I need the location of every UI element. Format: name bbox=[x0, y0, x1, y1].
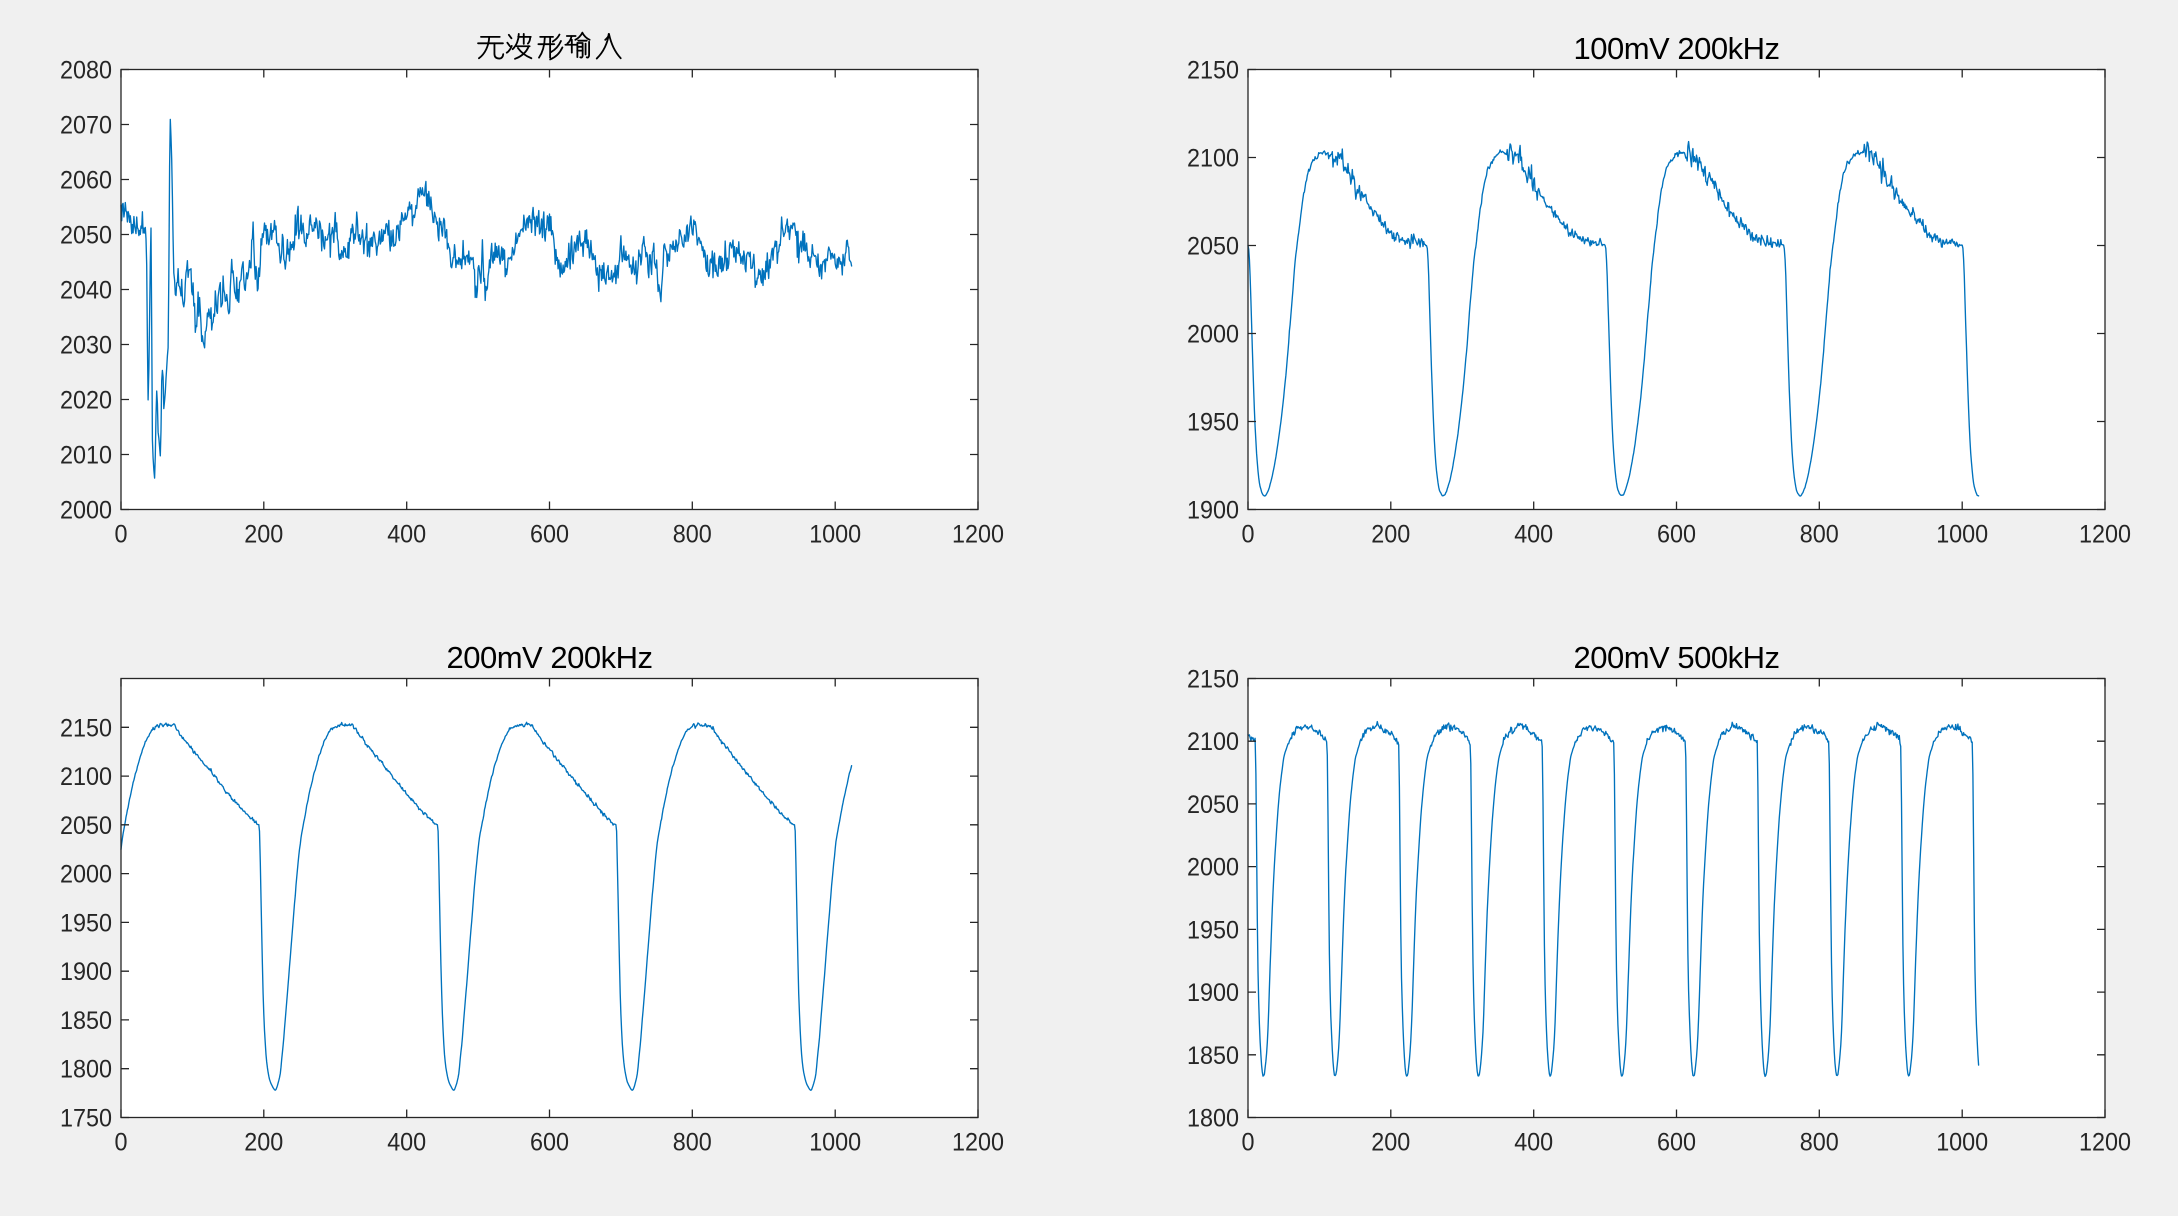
svg-text:1000: 1000 bbox=[809, 521, 861, 549]
svg-text:1900: 1900 bbox=[1187, 497, 1239, 525]
svg-text:2100: 2100 bbox=[60, 763, 112, 791]
svg-text:200mV 200kHz: 200mV 200kHz bbox=[447, 640, 653, 675]
svg-text:2000: 2000 bbox=[1187, 854, 1239, 882]
svg-text:1200: 1200 bbox=[952, 521, 1004, 549]
svg-text:1950: 1950 bbox=[60, 909, 112, 937]
svg-text:100mV 200kHz: 100mV 200kHz bbox=[1574, 31, 1780, 66]
svg-text:600: 600 bbox=[1657, 1129, 1696, 1157]
svg-text:1000: 1000 bbox=[809, 1129, 861, 1157]
svg-text:2150: 2150 bbox=[1187, 57, 1239, 85]
svg-text:1750: 1750 bbox=[60, 1105, 112, 1133]
svg-text:1950: 1950 bbox=[1187, 916, 1239, 944]
svg-text:1200: 1200 bbox=[2079, 521, 2131, 549]
svg-text:0: 0 bbox=[115, 521, 128, 549]
svg-text:1950: 1950 bbox=[1187, 409, 1239, 437]
svg-text:0: 0 bbox=[1242, 1129, 1255, 1157]
svg-text:1900: 1900 bbox=[60, 958, 112, 986]
svg-text:1800: 1800 bbox=[1187, 1105, 1239, 1133]
svg-text:400: 400 bbox=[1514, 1129, 1553, 1157]
svg-text:2020: 2020 bbox=[60, 387, 112, 415]
svg-text:1200: 1200 bbox=[952, 1129, 1004, 1157]
svg-text:0: 0 bbox=[115, 1129, 128, 1157]
svg-text:200mV 500kHz: 200mV 500kHz bbox=[1574, 640, 1780, 675]
svg-text:1200: 1200 bbox=[2079, 1129, 2131, 1157]
svg-text:2150: 2150 bbox=[1187, 666, 1239, 694]
svg-text:2030: 2030 bbox=[60, 332, 112, 360]
svg-text:2050: 2050 bbox=[1187, 791, 1239, 819]
svg-text:600: 600 bbox=[1657, 521, 1696, 549]
svg-text:1850: 1850 bbox=[1187, 1042, 1239, 1070]
svg-text:1000: 1000 bbox=[1936, 521, 1988, 549]
svg-text:200: 200 bbox=[244, 1129, 283, 1157]
svg-text:2050: 2050 bbox=[60, 222, 112, 250]
svg-text:800: 800 bbox=[673, 521, 712, 549]
svg-text:2050: 2050 bbox=[1187, 233, 1239, 261]
svg-text:2100: 2100 bbox=[1187, 145, 1239, 173]
svg-text:1850: 1850 bbox=[60, 1007, 112, 1035]
svg-text:200: 200 bbox=[1371, 521, 1410, 549]
svg-text:400: 400 bbox=[387, 521, 426, 549]
svg-text:0: 0 bbox=[1242, 521, 1255, 549]
svg-text:1000: 1000 bbox=[1936, 1129, 1988, 1157]
svg-text:200: 200 bbox=[244, 521, 283, 549]
svg-text:600: 600 bbox=[530, 1129, 569, 1157]
svg-text:2100: 2100 bbox=[1187, 728, 1239, 756]
svg-text:2150: 2150 bbox=[60, 714, 112, 742]
svg-text:200: 200 bbox=[1371, 1129, 1410, 1157]
svg-text:800: 800 bbox=[673, 1129, 712, 1157]
svg-text:1800: 1800 bbox=[60, 1056, 112, 1084]
svg-text:400: 400 bbox=[1514, 521, 1553, 549]
svg-text:2080: 2080 bbox=[60, 57, 112, 85]
svg-text:2060: 2060 bbox=[60, 167, 112, 195]
svg-text:2000: 2000 bbox=[60, 861, 112, 889]
svg-text:2010: 2010 bbox=[60, 442, 112, 470]
svg-text:2070: 2070 bbox=[60, 112, 112, 140]
svg-text:600: 600 bbox=[530, 521, 569, 549]
svg-text:2000: 2000 bbox=[60, 497, 112, 525]
svg-text:2040: 2040 bbox=[60, 277, 112, 305]
svg-text:400: 400 bbox=[387, 1129, 426, 1157]
svg-text:800: 800 bbox=[1800, 1129, 1839, 1157]
svg-text:800: 800 bbox=[1800, 521, 1839, 549]
svg-text:1900: 1900 bbox=[1187, 979, 1239, 1007]
svg-text:2050: 2050 bbox=[60, 812, 112, 840]
svg-text:2000: 2000 bbox=[1187, 321, 1239, 349]
